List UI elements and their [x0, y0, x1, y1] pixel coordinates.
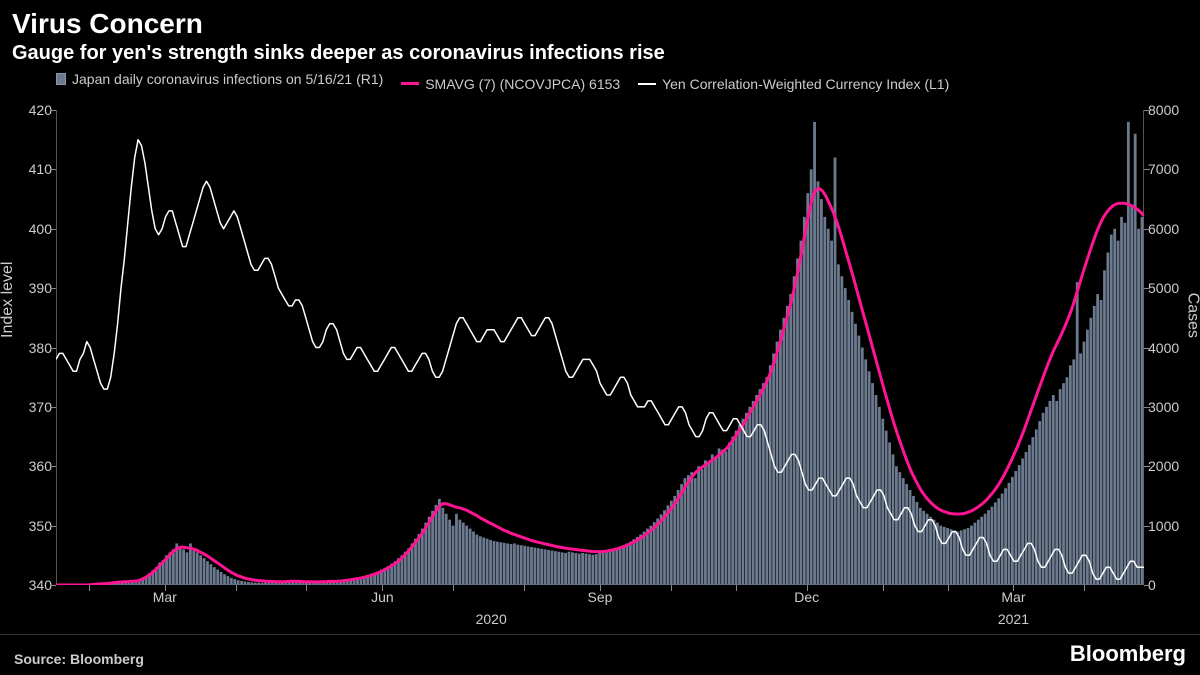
- header: Virus Concern Gauge for yen's strength s…: [0, 0, 1200, 69]
- x-month-label: Jun: [371, 589, 394, 605]
- chart-area: 340350360370380390400410420 010002000300…: [56, 110, 1144, 585]
- bar-swatch-icon: [56, 73, 66, 85]
- x-month-label: Dec: [794, 589, 819, 605]
- y-left-tick-label: 360: [4, 458, 52, 474]
- legend-item-yen: Yen Correlation-Weighted Currency Index …: [638, 76, 949, 92]
- y-left-tick-label: 400: [4, 221, 52, 237]
- yen-index-line: [56, 140, 1144, 579]
- y-right-tick-label: 0: [1148, 577, 1196, 593]
- y-right-tick-label: 7000: [1148, 161, 1196, 177]
- bars-group: [90, 122, 1143, 585]
- y-right-tick-label: 5000: [1148, 280, 1196, 296]
- y-right-tick-label: 8000: [1148, 102, 1196, 118]
- y-left-tick-label: 420: [4, 102, 52, 118]
- y-left-tick-label: 390: [4, 280, 52, 296]
- y-right-tick-label: 2000: [1148, 458, 1196, 474]
- line-swatch-icon: [401, 82, 419, 85]
- legend-label: Japan daily coronavirus infections on 5/…: [72, 71, 383, 87]
- y-left-labels: 340350360370380390400410420: [4, 110, 52, 585]
- y-right-tick-label: 6000: [1148, 221, 1196, 237]
- y-right-tick-label: 1000: [1148, 518, 1196, 534]
- y-left-tick-label: 340: [4, 577, 52, 593]
- legend: Japan daily coronavirus infections on 5/…: [0, 69, 1200, 96]
- chart-svg: [56, 110, 1144, 585]
- x-year-label: 2021: [998, 611, 1029, 627]
- legend-item-smavg: SMAVG (7) (NCOVJPCA) 6153: [401, 76, 620, 92]
- brand-text: Bloomberg: [1070, 641, 1186, 667]
- footer: Source: Bloomberg Bloomberg: [0, 634, 1200, 675]
- legend-label: Yen Correlation-Weighted Currency Index …: [662, 76, 949, 92]
- x-year-labels: 2020 2021: [56, 611, 1144, 629]
- x-month-label: Mar: [1001, 589, 1025, 605]
- y-left-tick-label: 350: [4, 518, 52, 534]
- x-month-label: Mar: [153, 589, 177, 605]
- y-right-tick-label: 3000: [1148, 399, 1196, 415]
- line-swatch-icon: [638, 83, 656, 85]
- legend-label: SMAVG (7) (NCOVJPCA) 6153: [425, 76, 620, 92]
- x-month-label: Sep: [588, 589, 613, 605]
- source-text: Source: Bloomberg: [14, 651, 144, 667]
- chart-title: Virus Concern: [12, 8, 1188, 40]
- y-right-tick-label: 4000: [1148, 340, 1196, 356]
- y-left-tick-label: 410: [4, 161, 52, 177]
- y-right-labels: 010002000300040005000600070008000: [1148, 110, 1196, 585]
- chart-subtitle: Gauge for yen's strength sinks deeper as…: [12, 42, 1188, 65]
- x-month-labels: Mar Jun Sep Dec Mar: [56, 589, 1144, 607]
- x-year-label: 2020: [476, 611, 507, 627]
- y-left-tick-label: 380: [4, 340, 52, 356]
- legend-item-bars: Japan daily coronavirus infections on 5/…: [56, 71, 383, 87]
- y-left-tick-label: 370: [4, 399, 52, 415]
